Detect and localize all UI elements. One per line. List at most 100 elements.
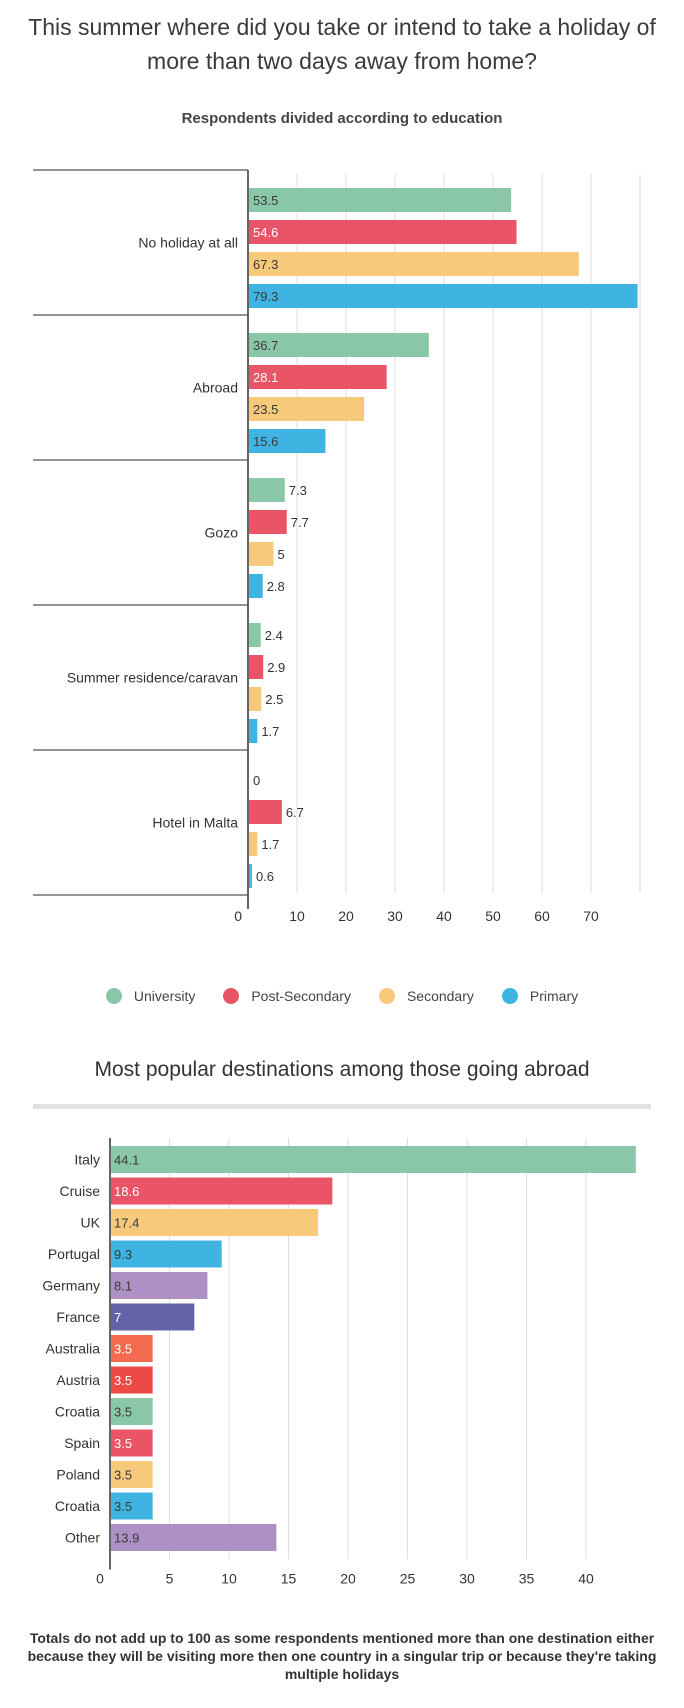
data-label: 79.3 [253, 289, 278, 304]
bar [111, 1303, 195, 1331]
category-label: Poland [56, 1467, 100, 1483]
bar [249, 220, 517, 244]
education-bar-chart: No holiday at all 53.5 54.6 67.3 79.3 Abroad 3… [33, 169, 641, 924]
category-label: Summer residence/caravan [67, 670, 238, 686]
tick-label: 30 [459, 1571, 475, 1587]
data-label: 1.7 [261, 724, 279, 739]
bar [111, 1429, 153, 1457]
tick-label: 35 [519, 1571, 535, 1587]
bar [249, 655, 264, 679]
bar [249, 478, 285, 502]
data-label: 2.4 [265, 628, 283, 643]
data-label: 18.6 [114, 1184, 139, 1199]
tick-label: 60 [534, 908, 550, 924]
category-label: Australia [46, 1341, 101, 1357]
tick-label: 30 [387, 908, 403, 924]
data-label: 44.1 [114, 1153, 139, 1168]
data-label: 9.3 [114, 1247, 132, 1262]
data-label: 53.5 [253, 193, 278, 208]
tick-label: 5 [166, 1571, 174, 1587]
category-label: Abroad [193, 380, 238, 396]
category-label: Austria [56, 1372, 100, 1388]
tick-label: 10 [289, 908, 305, 924]
tick-label: 40 [436, 908, 452, 924]
legend-item-post-secondary: Post-Secondary [223, 988, 351, 1004]
bar [249, 800, 282, 824]
data-label: 3.5 [114, 1436, 132, 1451]
tick-label: 20 [338, 908, 354, 924]
data-label: 3.5 [114, 1468, 132, 1483]
bar [249, 333, 429, 357]
data-label: 3.5 [114, 1373, 132, 1388]
data-label: 13.9 [114, 1531, 139, 1546]
legend-item-primary: Primary [501, 988, 579, 1004]
data-label: 3.5 [114, 1499, 132, 1514]
data-label: 5 [278, 547, 285, 562]
legend-swatch-post-secondary [223, 988, 240, 1004]
data-label: 0 [253, 773, 260, 788]
category-label: Gozo [205, 525, 239, 541]
legend-swatch-university [105, 988, 122, 1004]
footnote: Totals do not add up to 100 as some resp… [27, 1630, 657, 1682]
category-label: Germany [42, 1278, 100, 1294]
legend-swatch-primary [501, 988, 518, 1004]
legend: University Post-Secondary Secondary Prim… [0, 984, 684, 1008]
data-label: 0.6 [256, 869, 274, 884]
bar [249, 623, 261, 647]
category-label: Spain [64, 1435, 100, 1451]
category-label: Other [65, 1530, 100, 1546]
category-label: France [56, 1309, 100, 1325]
tick-label: 0 [234, 908, 242, 924]
data-label: 2.8 [267, 579, 285, 594]
chart-title: This summer where did you take or intend… [28, 14, 656, 74]
category-label: UK [81, 1215, 101, 1231]
data-label: 67.3 [253, 257, 278, 272]
tick-label: 40 [578, 1571, 594, 1587]
bar [249, 252, 579, 276]
data-label: 17.4 [114, 1216, 139, 1231]
data-label: 2.9 [267, 660, 285, 675]
tick-label: 20 [340, 1571, 356, 1587]
bar [111, 1177, 333, 1205]
bar [111, 1146, 636, 1173]
chart-subtitle: Respondents divided according to educati… [181, 110, 503, 127]
bar [111, 1240, 222, 1268]
category-label: Portugal [48, 1246, 100, 1262]
data-label: 54.6 [253, 225, 278, 240]
data-label: 23.5 [253, 402, 278, 417]
tick-label: 15 [281, 1571, 297, 1587]
category-label: Italy [74, 1152, 100, 1168]
tick-label: 50 [485, 908, 501, 924]
bar [249, 832, 258, 856]
data-label: 1.7 [261, 837, 279, 852]
data-label: 36.7 [253, 338, 278, 353]
bar [249, 365, 387, 389]
data-label: 3.5 [114, 1405, 132, 1420]
legend-item-university: University [105, 988, 196, 1004]
bar [111, 1209, 319, 1236]
tick-label: 25 [400, 1571, 416, 1587]
bar [111, 1272, 208, 1299]
bar [111, 1335, 153, 1362]
category-label: No holiday at all [138, 235, 238, 251]
legend-label: Primary [529, 988, 579, 1004]
bar [249, 397, 365, 421]
category-label: Croatia [55, 1498, 100, 1514]
data-label: 7 [114, 1310, 121, 1325]
bar [111, 1366, 153, 1394]
data-label: 8.1 [114, 1279, 132, 1294]
bar [249, 687, 262, 711]
bar [111, 1524, 277, 1551]
data-label: 3.5 [114, 1342, 132, 1357]
bar [111, 1492, 153, 1520]
tick-label: 70 [583, 908, 599, 924]
data-label: 7.7 [291, 515, 309, 530]
data-label: 2.5 [265, 692, 283, 707]
data-label: 15.6 [253, 434, 278, 449]
legend-label: University [133, 988, 196, 1004]
bar [249, 864, 252, 888]
bar [111, 1398, 153, 1425]
bar [249, 284, 638, 308]
category-label: Croatia [55, 1404, 100, 1420]
data-label: 28.1 [253, 370, 278, 385]
